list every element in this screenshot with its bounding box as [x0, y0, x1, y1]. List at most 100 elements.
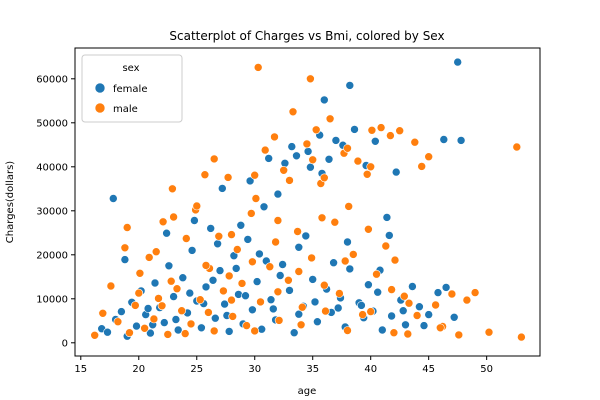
point-male	[367, 126, 377, 135]
point-female	[408, 282, 417, 291]
point-male	[201, 261, 211, 270]
point-male	[247, 209, 256, 218]
point-male	[372, 269, 381, 279]
point-female	[206, 224, 215, 233]
point-male	[149, 314, 159, 324]
point-male	[274, 316, 284, 325]
point-female	[255, 249, 264, 259]
legend-label-female: female	[113, 84, 147, 95]
point-female	[160, 318, 169, 327]
y-tick-label: 50000	[36, 118, 68, 129]
point-male	[462, 295, 472, 305]
y-tick-label: 40000	[36, 162, 68, 173]
point-female	[439, 135, 449, 144]
point-female	[343, 237, 352, 247]
point-female	[278, 260, 287, 269]
point-male	[166, 276, 176, 286]
point-female	[273, 189, 283, 199]
point-male	[228, 312, 237, 321]
point-male	[209, 154, 219, 164]
x-tick-label: 45	[422, 364, 435, 375]
point-female	[220, 299, 229, 309]
point-male	[390, 255, 400, 265]
point-male	[302, 139, 312, 149]
point-male	[131, 301, 140, 310]
point-male	[470, 288, 480, 297]
point-male	[223, 173, 233, 182]
legend-marker-male	[94, 102, 106, 114]
points-layer	[90, 57, 526, 342]
point-male	[122, 223, 132, 232]
point-female	[441, 283, 451, 292]
point-male	[366, 162, 376, 172]
y-axis-label: Charges(dollars)	[5, 161, 16, 243]
point-female	[287, 142, 297, 151]
point-female	[264, 154, 274, 163]
point-male	[125, 328, 134, 338]
point-female	[103, 327, 112, 337]
point-female	[449, 312, 459, 322]
point-male	[204, 308, 213, 317]
point-male	[285, 176, 294, 185]
point-male	[319, 173, 329, 183]
x-tick-label: 35	[306, 364, 319, 375]
legend-marker-female	[94, 82, 106, 94]
point-female	[268, 304, 278, 314]
point-female	[310, 297, 320, 307]
point-female	[109, 194, 118, 203]
point-female	[215, 266, 225, 275]
point-male	[343, 144, 352, 153]
point-female	[313, 317, 322, 327]
point-male	[163, 330, 173, 339]
point-male	[395, 126, 405, 135]
point-male	[410, 137, 420, 147]
point-male	[120, 243, 130, 253]
point-male	[404, 298, 414, 308]
point-female	[117, 307, 126, 316]
point-female	[173, 325, 183, 335]
point-male	[279, 166, 289, 175]
point-female	[211, 313, 220, 323]
point-female	[243, 235, 253, 244]
point-female	[143, 304, 153, 313]
point-male	[344, 202, 354, 211]
point-male	[353, 156, 363, 166]
point-female	[453, 57, 463, 67]
point-female	[252, 277, 262, 286]
chart-title: Scatterplot of Charges vs Bmi, colored b…	[169, 29, 444, 43]
point-female	[150, 278, 160, 288]
point-male	[319, 280, 329, 290]
point-female	[319, 95, 329, 105]
point-female	[333, 303, 343, 313]
point-female	[285, 286, 294, 295]
point-male	[273, 287, 283, 297]
point-female	[120, 255, 130, 264]
point-male	[140, 323, 149, 333]
point-female	[401, 320, 410, 330]
point-male	[431, 300, 440, 310]
point-male	[237, 279, 247, 288]
point-male	[169, 212, 178, 222]
point-male	[271, 237, 280, 247]
point-female	[357, 301, 366, 310]
point-male	[294, 267, 304, 276]
point-female	[331, 136, 341, 145]
x-tick-label: 50	[480, 364, 493, 375]
point-female	[275, 271, 285, 280]
point-female	[377, 325, 387, 335]
point-male	[306, 74, 315, 84]
point-female	[241, 291, 250, 301]
point-male	[417, 162, 427, 171]
point-male	[144, 253, 154, 262]
point-female	[171, 315, 181, 324]
y-tick-label: 0	[62, 338, 68, 349]
point-male	[260, 145, 270, 155]
point-male	[321, 306, 330, 316]
point-male	[484, 327, 494, 337]
point-female	[456, 136, 466, 145]
point-female	[433, 288, 443, 297]
point-female	[245, 176, 255, 186]
point-female	[350, 125, 359, 134]
point-female	[289, 328, 299, 338]
point-male	[90, 330, 99, 340]
